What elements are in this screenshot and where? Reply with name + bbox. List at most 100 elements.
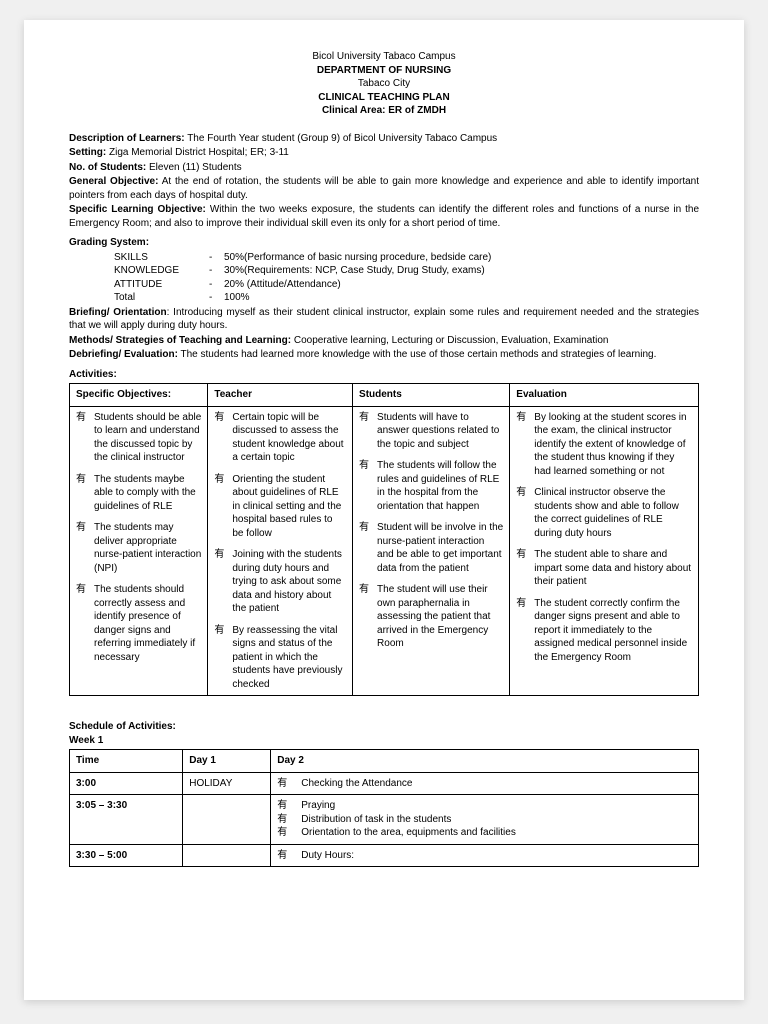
bullet-text: Orienting the student about guidelines o… bbox=[232, 473, 346, 541]
day1-cell: HOLIDAY bbox=[183, 772, 271, 795]
schedule-label: Schedule of Activities: bbox=[69, 720, 699, 734]
schedule-bullet: 有Duty Hours: bbox=[277, 849, 692, 863]
document-page: Bicol University Tabaco Campus DEPARTMEN… bbox=[24, 20, 744, 1000]
grading-block: SKILLS-50%(Performance of basic nursing … bbox=[114, 251, 699, 305]
bullet-icon: 有 bbox=[214, 548, 232, 616]
day2-cell: 有Checking the Attendance bbox=[271, 772, 699, 795]
grading-row: SKILLS-50%(Performance of basic nursing … bbox=[114, 251, 699, 265]
bullet-text: The students will follow the rules and g… bbox=[377, 459, 503, 513]
activities-label: Activities: bbox=[69, 368, 699, 382]
bullet-icon: 有 bbox=[277, 849, 301, 863]
schedule-row: 3:05 – 3:30有Praying有Distribution of task… bbox=[70, 795, 699, 845]
plan-title: CLINICAL TEACHING PLAN bbox=[69, 91, 699, 105]
bullet-item: 有The student able to share and impart so… bbox=[516, 548, 692, 589]
description-field: Description of Learners: The Fourth Year… bbox=[69, 132, 699, 146]
bullet-icon: 有 bbox=[214, 411, 232, 465]
bullet-text: The student correctly confirm the danger… bbox=[534, 597, 692, 665]
bullet-icon: 有 bbox=[76, 583, 94, 664]
bullet-icon: 有 bbox=[277, 799, 301, 813]
bullet-icon: 有 bbox=[516, 548, 534, 589]
schedule-bullet: 有Praying bbox=[277, 799, 692, 813]
grade-name: SKILLS bbox=[114, 251, 209, 265]
col-evaluation: Evaluation bbox=[510, 384, 699, 407]
grading-row: Total-100% bbox=[114, 291, 699, 305]
city-name: Tabaco City bbox=[69, 77, 699, 91]
grading-label: Grading System: bbox=[69, 236, 699, 250]
time-cell: 3:00 bbox=[70, 772, 183, 795]
bullet-icon: 有 bbox=[277, 826, 301, 840]
activities-cell: 有 Students should be able to learn and un… bbox=[70, 406, 208, 696]
week-label: Week 1 bbox=[69, 734, 699, 748]
time-cell: 3:05 – 3:30 bbox=[70, 795, 183, 845]
col-students: Students bbox=[353, 384, 510, 407]
bullet-text: Student will be involve in the nurse-pat… bbox=[377, 521, 503, 575]
col-time: Time bbox=[70, 750, 183, 773]
activities-row: 有Students should be able to learn and un… bbox=[70, 406, 699, 696]
bullet-text: The student able to share and impart som… bbox=[534, 548, 692, 589]
activities-cell: 有By looking at the student scores in the… bbox=[510, 406, 699, 696]
grade-value: 20% (Attitude/Attendance) bbox=[224, 278, 341, 292]
time-cell: 3:30 – 5:00 bbox=[70, 844, 183, 867]
bullet-item: 有The student correctly confirm the dange… bbox=[516, 597, 692, 665]
bullet-item: 有Student will be involve in the nurse-pa… bbox=[359, 521, 503, 575]
bullet-icon: 有 bbox=[359, 411, 377, 452]
bullet-text: By reassessing the vital signs and statu… bbox=[232, 624, 346, 692]
day2-cell: 有Praying有Distribution of task in the stu… bbox=[271, 795, 699, 845]
bullet-text: Clinical instructor observe the students… bbox=[534, 486, 692, 540]
grade-name: ATTITUDE bbox=[114, 278, 209, 292]
bullet-icon: 有 bbox=[359, 583, 377, 651]
bullet-text: Distribution of task in the students bbox=[301, 813, 451, 827]
bullet-icon: 有 bbox=[516, 411, 534, 479]
grade-value: 30%(Requirements: NCP, Case Study, Drug … bbox=[224, 264, 485, 278]
day1-cell bbox=[183, 795, 271, 845]
schedule-bullet: 有Checking the Attendance bbox=[277, 777, 692, 791]
col-objectives: Specific Objectives: bbox=[70, 384, 208, 407]
bullet-text: Students will have to answer questions r… bbox=[377, 411, 503, 452]
activities-cell: 有Certain topic will be discussed to asse… bbox=[208, 406, 353, 696]
grade-value: 100% bbox=[224, 291, 250, 305]
bullet-text: The students maybe able to comply with t… bbox=[94, 473, 201, 514]
document-header: Bicol University Tabaco Campus DEPARTMEN… bbox=[69, 50, 699, 118]
methods-field: Methods/ Strategies of Teaching and Lear… bbox=[69, 334, 699, 348]
bullet-text: Certain topic will be discussed to asses… bbox=[232, 411, 346, 465]
bullet-icon: 有 bbox=[214, 473, 232, 541]
bullet-item: 有Students should be able to learn and un… bbox=[76, 411, 201, 465]
bullet-icon: 有 bbox=[76, 521, 94, 575]
grading-row: ATTITUDE-20% (Attitude/Attendance) bbox=[114, 278, 699, 292]
department-name: DEPARTMENT OF NURSING bbox=[69, 64, 699, 78]
bullet-icon: 有 bbox=[277, 777, 301, 791]
bullet-text: Joining with the students during duty ho… bbox=[232, 548, 346, 616]
bullet-text: Praying bbox=[301, 799, 335, 813]
bullet-text: Duty Hours: bbox=[301, 849, 354, 863]
bullet-text: By looking at the student scores in the … bbox=[534, 411, 692, 479]
bullet-text: Checking the Attendance bbox=[301, 777, 412, 791]
schedule-row: 3:30 – 5:00 有Duty Hours: bbox=[70, 844, 699, 867]
schedule-row: 3:00HOLIDAY 有Checking the Attendance bbox=[70, 772, 699, 795]
bullet-text: Students should be able to learn and und… bbox=[94, 411, 201, 465]
schedule-bullet: 有Distribution of task in the students bbox=[277, 813, 692, 827]
day2-cell: 有Duty Hours: bbox=[271, 844, 699, 867]
briefing-field: Briefing/ Orientation: Introducing mysel… bbox=[69, 306, 699, 333]
bullet-text: Orientation to the area, equipments and … bbox=[301, 826, 516, 840]
bullet-text: The students may deliver appropriate nur… bbox=[94, 521, 201, 575]
activities-header-row: Specific Objectives: Teacher Students Ev… bbox=[70, 384, 699, 407]
debriefing-field: Debriefing/ Evaluation: The students had… bbox=[69, 348, 699, 362]
setting-field: Setting: Ziga Memorial District Hospital… bbox=[69, 146, 699, 160]
bullet-icon: 有 bbox=[214, 624, 232, 692]
bullet-icon: 有 bbox=[359, 521, 377, 575]
bullet-item: 有Orienting the student about guidelines … bbox=[214, 473, 346, 541]
bullet-icon: 有 bbox=[359, 459, 377, 513]
university-name: Bicol University Tabaco Campus bbox=[69, 50, 699, 64]
grading-row: KNOWLEDGE-30%(Requirements: NCP, Case St… bbox=[114, 264, 699, 278]
bullet-text: The students should correctly assess and… bbox=[94, 583, 201, 664]
col-day1: Day 1 bbox=[183, 750, 271, 773]
schedule-header-row: Time Day 1 Day 2 bbox=[70, 750, 699, 773]
schedule-bullet: 有Orientation to the area, equipments and… bbox=[277, 826, 692, 840]
bullet-item: 有The students should correctly assess an… bbox=[76, 583, 201, 664]
clinical-area: Clinical Area: ER of ZMDH bbox=[69, 104, 699, 118]
bullet-item: 有The students will follow the rules and … bbox=[359, 459, 503, 513]
bullet-item: 有Clinical instructor observe the student… bbox=[516, 486, 692, 540]
bullet-item: 有By looking at the student scores in the… bbox=[516, 411, 692, 479]
schedule-table: Time Day 1 Day 2 3:00HOLIDAY有Checking th… bbox=[69, 749, 699, 867]
specific-objective-field: Specific Learning Objective: Within the … bbox=[69, 203, 699, 230]
